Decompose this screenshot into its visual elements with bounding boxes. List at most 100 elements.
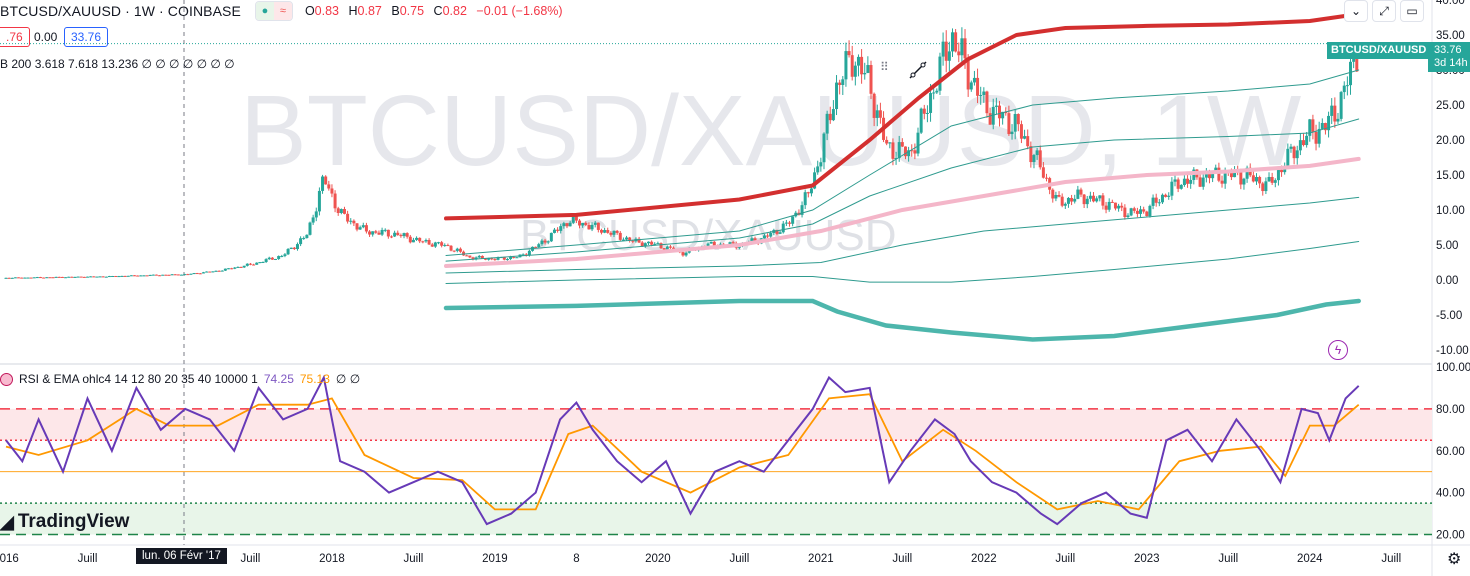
candle-body — [1314, 131, 1318, 144]
candle-body — [252, 264, 256, 266]
candle-body — [430, 244, 434, 247]
candle-body — [245, 263, 249, 266]
candle-body — [966, 58, 970, 90]
rsi-line — [5, 374, 1360, 526]
candle-body — [145, 275, 149, 277]
candle-body — [603, 230, 607, 233]
ohlc-key: C — [433, 4, 443, 18]
overlay-line-ma-200 — [444, 12, 1361, 221]
candle-body — [803, 192, 807, 206]
candle-body — [1164, 194, 1168, 197]
window-icon[interactable]: ▭ — [1400, 0, 1424, 22]
rsi-legend[interactable]: RSI & EMA ohlc4 14 12 80 20 35 40 10000 … — [0, 372, 360, 386]
lightning-icon[interactable]: ϟ — [1328, 340, 1348, 360]
candle-body — [1342, 85, 1346, 93]
candle-body — [208, 271, 212, 273]
candle-body — [42, 277, 46, 279]
input-right[interactable]: 33.76 — [64, 27, 109, 47]
candle-body — [1292, 146, 1296, 159]
candle-body — [800, 205, 804, 215]
input-left[interactable]: .76 — [0, 27, 30, 47]
candle-body — [1220, 180, 1224, 184]
rsi-legend-name: RSI & EMA ohlc4 14 12 80 20 35 40 10000 … — [19, 372, 258, 386]
candle-body — [835, 82, 839, 110]
candle-body — [985, 91, 989, 114]
candle-body — [584, 222, 588, 225]
candle-body — [1201, 177, 1205, 187]
symbol-title[interactable]: BTCUSD/XAUUSD · 1W · COINBASE — [0, 3, 241, 19]
candle-body — [1251, 175, 1255, 182]
candle-body — [781, 223, 785, 233]
candle-body — [223, 268, 227, 271]
candle-body — [1280, 169, 1284, 173]
wave-icon[interactable]: ≈ — [273, 2, 292, 20]
candle-body — [903, 146, 907, 157]
time-tick-label: Juill — [1381, 553, 1401, 565]
candle-body — [1148, 205, 1152, 217]
indicator-legend[interactable]: B 200 3.618 7.618 13.236 ∅ ∅ ∅ ∅ ∅ ∅ ∅ — [0, 57, 235, 71]
candle-body — [637, 238, 641, 243]
candle-body — [791, 216, 795, 224]
candle-body — [405, 233, 409, 237]
candle-body — [546, 241, 550, 243]
candle-body — [280, 255, 284, 257]
candle-body — [549, 232, 553, 242]
candle-body — [51, 277, 55, 279]
candle-body — [45, 277, 49, 279]
candle-body — [324, 176, 328, 185]
candle-body — [1145, 211, 1149, 217]
candle-body — [327, 184, 331, 189]
time-tick-label: Juill — [241, 553, 261, 565]
candle-body — [562, 223, 566, 227]
tradingview-logo[interactable]: ◢ TradingView — [0, 511, 129, 533]
candle-body — [1167, 195, 1171, 197]
dot-icon[interactable]: ● — [255, 2, 274, 20]
candle-body — [919, 108, 923, 133]
chevron-down-icon[interactable]: ⌄ — [1344, 0, 1368, 22]
candle-body — [286, 249, 290, 255]
candle-body — [650, 241, 654, 245]
candle-body — [665, 246, 669, 250]
price-tag-price: 33.76 — [1434, 44, 1462, 56]
candle-body — [1117, 205, 1121, 209]
candle-body — [618, 232, 622, 240]
input-right-value[interactable]: 33.76 — [64, 27, 109, 47]
drag-handle-icon[interactable]: ⠿ — [880, 60, 889, 74]
candle-body — [521, 254, 525, 256]
candle-body — [643, 243, 647, 247]
candle-body — [1261, 183, 1265, 192]
candle-body — [640, 242, 644, 247]
candle-body — [809, 188, 813, 194]
candle-body — [120, 275, 124, 277]
candle-body — [681, 252, 685, 256]
candle-body — [891, 142, 895, 159]
candle-body — [897, 142, 901, 159]
candle-body — [844, 51, 848, 80]
candle-body — [274, 258, 278, 260]
candle-body — [1223, 170, 1227, 184]
price-tick-label: 35.00 — [1436, 30, 1465, 42]
candle-body — [568, 222, 572, 227]
source-toggle[interactable]: ● ≈ — [254, 1, 293, 21]
candle-body — [1110, 201, 1114, 203]
candle-body — [393, 232, 397, 237]
candle-body — [1157, 202, 1161, 204]
candle-body — [195, 273, 199, 275]
expand-icon[interactable]: ⤢ — [1372, 0, 1396, 22]
settings-gear-icon[interactable]: ⚙ — [1447, 551, 1462, 568]
candle-body — [590, 224, 594, 230]
overlay-line-band-5 — [443, 298, 1361, 342]
logo-text: TradingView — [17, 511, 130, 532]
candle-body — [1088, 195, 1092, 199]
candle-body — [443, 245, 447, 247]
candle-body — [1217, 167, 1221, 181]
candle-body — [505, 259, 509, 261]
input-left-value[interactable]: .76 — [0, 27, 30, 47]
candle-body — [737, 246, 741, 248]
candle-body — [1041, 167, 1045, 178]
candle-body — [1054, 195, 1058, 199]
candle-body — [825, 113, 829, 134]
draw-line-icon[interactable] — [906, 58, 930, 82]
candle-body — [766, 235, 770, 237]
